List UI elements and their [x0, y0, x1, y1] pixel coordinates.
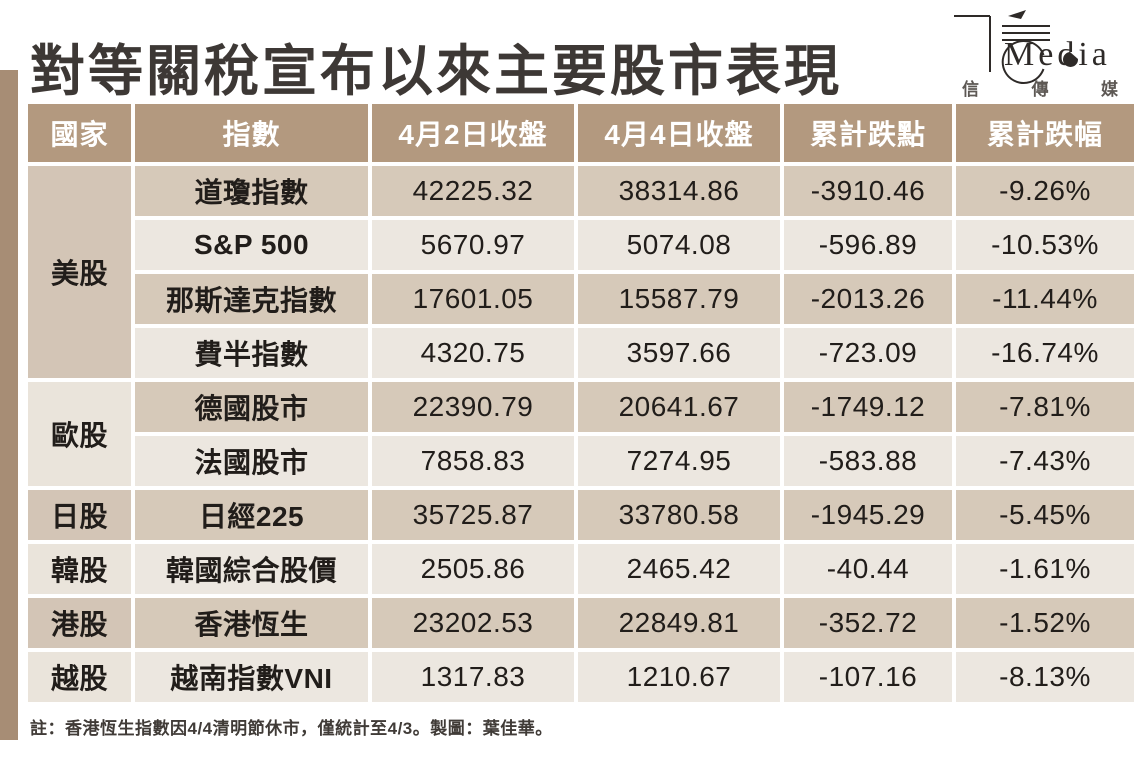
index-name-cell: 法國股市 — [135, 436, 368, 486]
drop-points-cell: -1749.12 — [784, 382, 952, 432]
logo-wordmark: Media — [1004, 36, 1111, 73]
close-apr2-cell: 22390.79 — [372, 382, 574, 432]
drop-pct-cell: -16.74% — [956, 328, 1134, 378]
drop-pct-cell: -7.43% — [956, 436, 1134, 486]
drop-points-cell: -352.72 — [784, 598, 952, 648]
drop-points-cell: -3910.46 — [784, 166, 952, 216]
logo-mark-icon — [954, 10, 1050, 84]
page-title: 對等關稅宣布以來主要股市表現 — [30, 40, 843, 102]
close-apr2-cell: 4320.75 — [372, 328, 574, 378]
close-apr2-cell: 7858.83 — [372, 436, 574, 486]
country-group-cell: 日股 — [28, 490, 131, 540]
close-apr4-cell: 5074.08 — [578, 220, 780, 270]
country-group-cell: 韓股 — [28, 544, 131, 594]
drop-points-cell: -723.09 — [784, 328, 952, 378]
footnote: 註：香港恆生指數因4/4清明節休市，僅統計至4/3。製圖：葉佳華。 — [30, 719, 553, 738]
table-row: 那斯達克指數 17601.05 15587.79 -2013.26 -11.44… — [28, 274, 1134, 324]
table-row: 歐股 德國股市 22390.79 20641.67 -1749.12 -7.81… — [28, 382, 1134, 486]
drop-pct-cell: -1.61% — [956, 544, 1134, 594]
table-row: 港股 香港恆生 23202.53 22849.81 -352.72 -1.52% — [28, 598, 1134, 648]
drop-pct-cell: -1.52% — [956, 598, 1134, 648]
column-header-close-apr4: 4月4日收盤 — [578, 104, 780, 162]
logo-d-dot-icon — [1063, 52, 1078, 67]
index-name-cell: 道瓊指數 — [135, 166, 368, 216]
table-row: 費半指數 4320.75 3597.66 -723.09 -16.74% — [28, 328, 1134, 378]
close-apr2-cell: 35725.87 — [372, 490, 574, 540]
index-name-cell: 香港恆生 — [135, 598, 368, 648]
drop-points-cell: -583.88 — [784, 436, 952, 486]
market-table: 國家 指數 4月2日收盤 4月4日收盤 累計跌點 累計跌幅 美股 道瓊指數 42… — [24, 100, 1138, 706]
drop-pct-cell: -8.13% — [956, 652, 1134, 702]
close-apr4-cell: 3597.66 — [578, 328, 780, 378]
close-apr2-cell: 23202.53 — [372, 598, 574, 648]
table-row: 越股 越南指數VNI 1317.83 1210.67 -107.16 -8.13… — [28, 652, 1134, 702]
header-row: 國家 指數 4月2日收盤 4月4日收盤 累計跌點 累計跌幅 — [28, 104, 1134, 162]
index-name-cell: 韓國綜合股價 — [135, 544, 368, 594]
index-name-cell: 那斯達克指數 — [135, 274, 368, 324]
close-apr4-cell: 33780.58 — [578, 490, 780, 540]
close-apr4-cell: 20641.67 — [578, 382, 780, 432]
logo-cjk-char: 傳 — [1031, 80, 1049, 99]
logo-cjk-char: 媒 — [1101, 80, 1118, 99]
close-apr4-cell: 7274.95 — [578, 436, 780, 486]
accent-stripe — [0, 70, 18, 740]
drop-pct-cell: -10.53% — [956, 220, 1134, 270]
close-apr4-cell: 1210.67 — [578, 652, 780, 702]
close-apr2-cell: 17601.05 — [372, 274, 574, 324]
close-apr4-cell: 15587.79 — [578, 274, 780, 324]
close-apr2-cell: 2505.86 — [372, 544, 574, 594]
column-header-close-apr2: 4月2日收盤 — [372, 104, 574, 162]
brand-logo: Media 信 傳 媒 — [946, 6, 1132, 102]
logo-cjk-char: 信 — [962, 80, 979, 99]
close-apr2-cell: 5670.97 — [372, 220, 574, 270]
drop-points-cell: -596.89 — [784, 220, 952, 270]
column-header-country: 國家 — [28, 104, 131, 162]
country-group-cell: 港股 — [28, 598, 131, 648]
index-name-cell: 費半指數 — [135, 328, 368, 378]
close-apr4-cell: 2465.42 — [578, 544, 780, 594]
column-header-drop-pct: 累計跌幅 — [956, 104, 1134, 162]
country-group-cell: 越股 — [28, 652, 131, 702]
column-header-index: 指數 — [135, 104, 368, 162]
table-row: S&P 500 5670.97 5074.08 -596.89 -10.53% — [28, 220, 1134, 270]
index-name-cell: 越南指數VNI — [135, 652, 368, 702]
close-apr4-cell: 22849.81 — [578, 598, 780, 648]
index-name-cell: 日經225 — [135, 490, 368, 540]
drop-points-cell: -1945.29 — [784, 490, 952, 540]
index-name-cell: S&P 500 — [135, 220, 368, 270]
index-name-cell: 德國股市 — [135, 382, 368, 432]
close-apr2-cell: 1317.83 — [372, 652, 574, 702]
drop-pct-cell: -7.81% — [956, 382, 1134, 432]
table-row: 美股 道瓊指數 42225.32 38314.86 -3910.46 -9.26… — [28, 166, 1134, 378]
drop-points-cell: -107.16 — [784, 652, 952, 702]
logo-cjk: 信 傳 媒 — [962, 75, 1118, 100]
drop-points-cell: -2013.26 — [784, 274, 952, 324]
close-apr4-cell: 38314.86 — [578, 166, 780, 216]
drop-pct-cell: -11.44% — [956, 274, 1134, 324]
table-row: 法國股市 7858.83 7274.95 -583.88 -7.43% — [28, 436, 1134, 486]
drop-pct-cell: -5.45% — [956, 490, 1134, 540]
table-row: 日股 日經225 35725.87 33780.58 -1945.29 -5.4… — [28, 490, 1134, 540]
drop-pct-cell: -9.26% — [956, 166, 1134, 216]
close-apr2-cell: 42225.32 — [372, 166, 574, 216]
country-group-cell: 美股 — [28, 166, 131, 378]
table-row: 韓股 韓國綜合股價 2505.86 2465.42 -40.44 -1.61% — [28, 544, 1134, 594]
drop-points-cell: -40.44 — [784, 544, 952, 594]
country-group-cell: 歐股 — [28, 382, 131, 486]
column-header-drop-points: 累計跌點 — [784, 104, 952, 162]
